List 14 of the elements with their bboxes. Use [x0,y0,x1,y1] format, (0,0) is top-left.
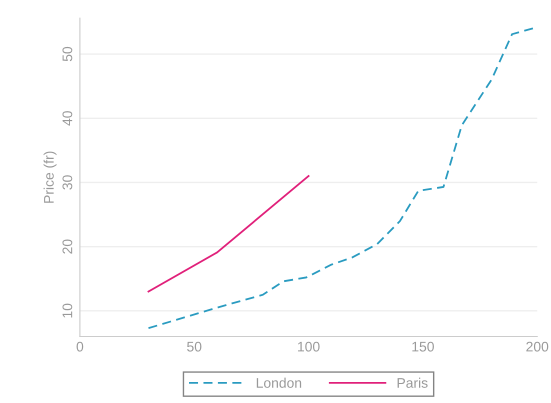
y-tick-label: 40 [62,111,72,126]
x-tick-label: 150 [412,342,434,352]
x-tick-label: 50 [187,342,202,352]
y-tick-label: 10 [62,304,72,318]
y-axis-title: Price (fr) [44,152,57,203]
line-series [148,26,536,330]
legend-label: Paris [398,378,428,388]
y-tick-label: 30 [62,175,72,190]
y-tick-label: 50 [62,46,72,62]
x-tick-label: 200 [526,342,548,352]
legend-label: London [256,378,302,388]
y-tick-label: 20 [62,239,72,254]
x-tick-label: 100 [298,342,320,352]
x-tick-label: 0 [76,342,84,352]
